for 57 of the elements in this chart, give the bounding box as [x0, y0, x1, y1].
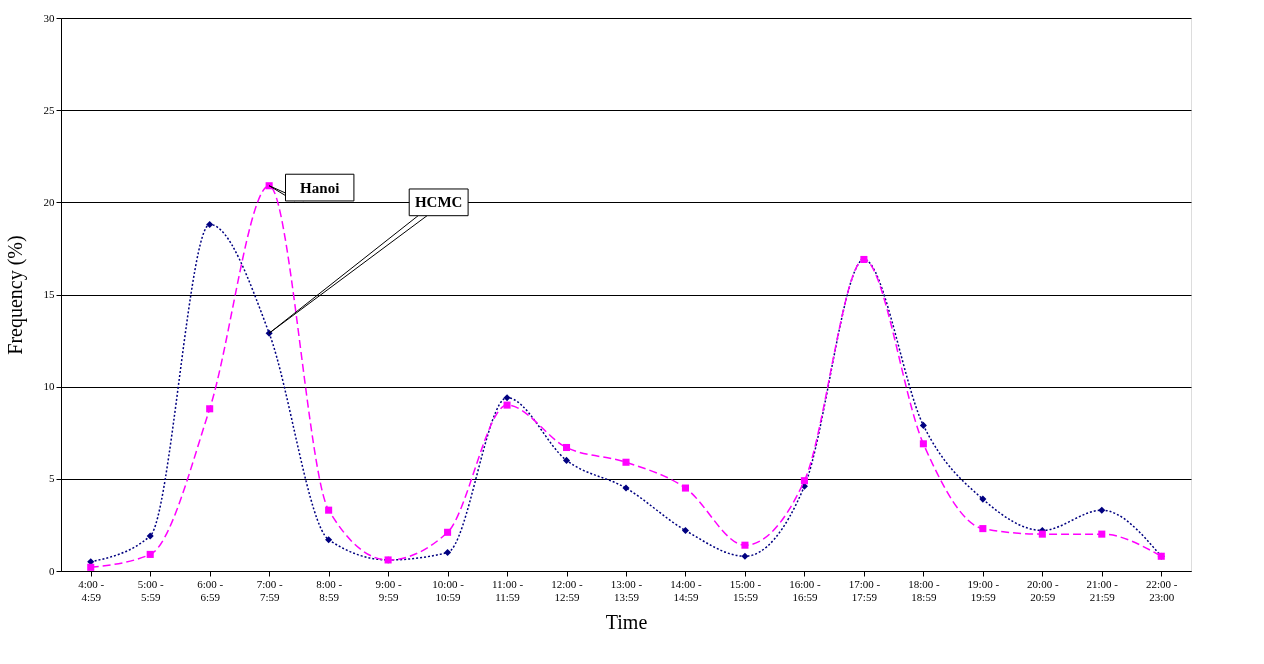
x-tick-label: 6:00 - 6:59: [197, 577, 224, 603]
y-tick-label: 0: [49, 564, 55, 577]
point: [741, 552, 749, 560]
point: [444, 549, 452, 557]
x-tick-label: 14:00 - 14:59: [670, 577, 703, 603]
y-axis-title: Frequency (%): [3, 235, 27, 355]
point: [325, 536, 333, 544]
point: [979, 495, 987, 503]
point: [1098, 506, 1106, 514]
point: [146, 532, 154, 540]
point: [1038, 530, 1046, 538]
point: [622, 458, 630, 466]
x-tick-label: 9:00 - 9:59: [375, 577, 402, 603]
point: [741, 541, 749, 549]
x-tick-label: 19:00 - 19:59: [967, 577, 1000, 603]
x-tick-label: 5:00 - 5:59: [137, 577, 165, 603]
point: [800, 477, 808, 485]
x-tick-label: 22:00 - 23:00: [1146, 577, 1178, 603]
point: [622, 484, 630, 492]
x-tick-label: 17:00 - 17:59: [848, 577, 881, 603]
point: [919, 440, 927, 448]
x-tick-label: 16:00 - 16:59: [789, 577, 821, 603]
x-tick-label: 8:00 - 8:59: [316, 577, 343, 603]
point: [503, 394, 511, 402]
y-tick-label: 5: [49, 472, 55, 485]
x-tick-label: 21:00 - 21:59: [1086, 577, 1119, 603]
y-tick-label: 30: [43, 11, 55, 24]
x-axis-title: Time: [605, 610, 648, 633]
point: [979, 525, 987, 533]
annotation: HCMC: [414, 194, 463, 211]
point: [562, 443, 571, 452]
x-tick-label: 4:00 - 4:59: [78, 577, 105, 603]
x-tick-label: 15:00 - 15:59: [729, 577, 762, 603]
point: [325, 506, 333, 514]
point: [87, 563, 95, 571]
x-tick-label: 10:00 - 10:59: [432, 577, 465, 603]
x-tick-label: 7:00 - 7:59: [256, 577, 283, 603]
x-tick-label: 18:00 - 18:59: [908, 577, 940, 603]
point: [919, 421, 927, 429]
point: [562, 456, 571, 464]
point: [503, 401, 511, 409]
y-tick-label: 20: [43, 195, 55, 208]
y-tick-label: 25: [43, 103, 55, 116]
point: [1098, 530, 1106, 538]
x-tick-label: 20:00 - 20:59: [1027, 577, 1059, 603]
x-tick-label: 11:00 - 11:59: [492, 577, 524, 603]
annotation: Hanoi: [300, 179, 340, 196]
x-tick-label: 13:00 - 13:59: [610, 577, 643, 603]
point: [681, 484, 690, 492]
point: [206, 405, 214, 413]
y-tick-label: 10: [43, 380, 55, 393]
x-tick-label: 12:00 - 12:59: [551, 577, 584, 603]
point: [206, 220, 214, 228]
y-tick-label: 15: [43, 288, 55, 300]
point: [146, 550, 154, 558]
point: [444, 528, 452, 536]
point: [681, 526, 690, 534]
